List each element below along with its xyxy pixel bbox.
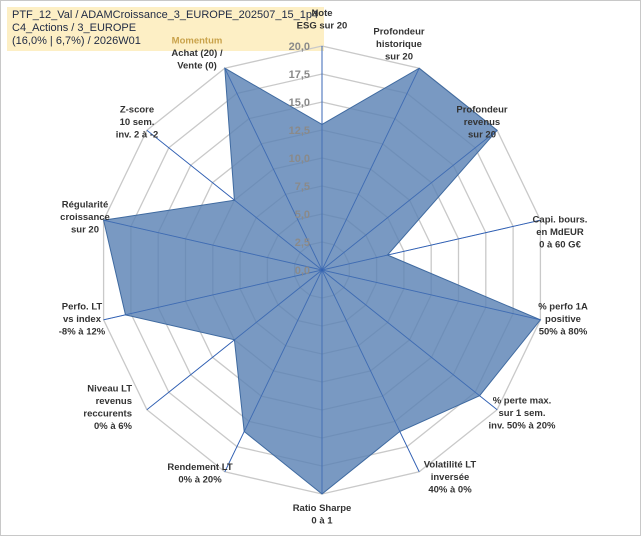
axis-label-9-line-0: Niveau LT <box>87 383 132 394</box>
spoke-overlay-1 <box>321 68 420 271</box>
spoke-overlay-5 <box>321 269 498 411</box>
axis-label-13: Momentum Achat (20) / Vente (0) <box>171 36 223 72</box>
spoke-overlay-11 <box>103 219 323 271</box>
axis-label-10: Perfo. LT vs index -8% à 12% <box>59 302 106 338</box>
axis-label-0: Note ESG sur 20 <box>297 8 348 32</box>
axis-label-10-line-1: vs index <box>63 314 102 325</box>
axis-label-6: Volatilité LT inversée 40% à 0% <box>424 460 477 496</box>
axis-label-6-line-0: Volatilité LT <box>424 460 477 471</box>
axis-label-10-line-2: -8% à 12% <box>59 327 106 338</box>
axis-label-4-line-1: positive <box>545 314 581 325</box>
axis-label-7-line-1: 0 à 1 <box>311 515 333 526</box>
spoke-overlay-12 <box>146 129 323 271</box>
spoke-overlay-10 <box>103 269 323 321</box>
chart-title-line-3: (16,0% | 6,7%) / 2026W01 <box>12 35 141 47</box>
axis-label-0-line-0: Note <box>311 8 332 19</box>
chart-title-box: PTF_12_Val / ADAMCroissance_3_EUROPE_202… <box>7 7 325 51</box>
axis-label-11-line-0: Régularité <box>62 200 108 211</box>
axis-label-1-line-0: Profondeur <box>373 27 424 38</box>
spoke-overlay-4 <box>321 269 541 321</box>
tick-label-1: 2,5 <box>295 237 310 249</box>
axis-label-8-line-0: Rendement LT <box>167 462 232 473</box>
axis-label-2-line-1: revenus <box>464 117 500 128</box>
tick-label-4: 10,0 <box>289 153 310 165</box>
axis-label-7: Ratio Sharpe 0 à 1 <box>293 503 352 527</box>
spoke-overlay-13 <box>224 68 323 271</box>
axis-label-3-line-0: Capi. bours. <box>533 215 588 226</box>
axis-label-12-line-2: inv. 2 à -2 <box>116 130 159 141</box>
axis-label-3-line-1: en MdEUR <box>536 227 584 238</box>
spoke-overlay-9 <box>146 269 323 411</box>
axis-label-3: Capi. bours. en MdEUR 0 à 60 G€ <box>533 215 588 251</box>
radar-tick-labels: 0,0 2,5 5,0 7,5 10,0 12,5 15,0 17,5 20,0 <box>289 41 310 277</box>
axis-label-8: Rendement LT 0% à 20% <box>167 462 232 486</box>
axis-label-5-line-0: % perte max. <box>493 396 552 407</box>
axis-label-7-line-0: Ratio Sharpe <box>293 503 352 514</box>
axis-label-4-line-0: % perfo 1A <box>538 302 588 313</box>
axis-label-11-line-2: sur 20 <box>71 225 99 236</box>
axis-label-6-line-1: inversée <box>431 472 470 483</box>
tick-label-8: 20,0 <box>289 41 310 53</box>
axis-label-2-line-2: sur 20 <box>468 130 496 141</box>
tick-label-0: 0,0 <box>295 265 310 277</box>
axis-label-13-line-0: Momentum <box>172 36 223 47</box>
axis-label-12-line-0: Z-score <box>120 105 154 116</box>
axis-label-1-line-2: sur 20 <box>385 52 413 63</box>
axis-label-5: % perte max. sur 1 sem. inv. 50% à 20% <box>489 396 556 432</box>
axis-label-8-line-1: 0% à 20% <box>178 474 222 485</box>
tick-label-7: 17,5 <box>289 69 310 81</box>
axis-label-11: Régularité croissance sur 20 <box>60 200 110 236</box>
axis-label-0-line-1: ESG sur 20 <box>297 20 348 31</box>
axis-label-1: Profondeur historique sur 20 <box>373 27 424 63</box>
axis-label-4-line-2: 50% à 80% <box>539 327 588 338</box>
axis-label-13-line-1: Achat (20) / <box>171 48 223 59</box>
axis-label-12-line-1: 10 sem. <box>120 117 155 128</box>
radar-series <box>102 46 542 495</box>
axis-label-13-line-2: Vente (0) <box>177 61 217 72</box>
axis-label-5-line-1: sur 1 sem. <box>499 408 546 419</box>
spoke-overlay-3 <box>321 219 541 271</box>
axis-label-9-line-2: reccurents <box>83 408 132 419</box>
chart-title-line-1: PTF_12_Val / ADAMCroissance_3_EUROPE_202… <box>12 9 319 21</box>
axis-label-9-line-1: revenus <box>96 396 132 407</box>
axis-label-1-line-1: historique <box>376 39 422 50</box>
tick-label-6: 15,0 <box>289 97 310 109</box>
axis-label-2: Profondeur revenus sur 20 <box>456 105 507 141</box>
tick-label-3: 7,5 <box>295 181 310 193</box>
spoke-overlay-8 <box>224 269 323 472</box>
axis-label-3-line-2: 0 à 60 G€ <box>539 240 581 251</box>
tick-label-2: 5,0 <box>295 209 310 221</box>
spoke-overlay-2 <box>321 129 498 271</box>
axis-label-11-line-1: croissance <box>60 212 110 223</box>
axis-label-5-line-2: inv. 50% à 20% <box>489 421 556 432</box>
axis-label-10-line-0: Perfo. LT <box>62 302 103 313</box>
chart-title-line-2: C4_Actions / 3_EUROPE <box>12 22 137 34</box>
axis-label-9: Niveau LT revenus reccurents 0% à 6% <box>83 383 132 432</box>
axis-label-9-line-3: 0% à 6% <box>94 421 133 432</box>
axis-label-2-line-0: Profondeur <box>456 105 507 116</box>
axis-label-6-line-2: 40% à 0% <box>428 485 472 496</box>
spoke-overlay-6 <box>321 269 420 472</box>
tick-label-5: 12,5 <box>289 125 310 137</box>
axis-label-4: % perfo 1A positive 50% à 80% <box>538 302 588 338</box>
axis-label-12: Z-score 10 sem. inv. 2 à -2 <box>116 105 159 141</box>
